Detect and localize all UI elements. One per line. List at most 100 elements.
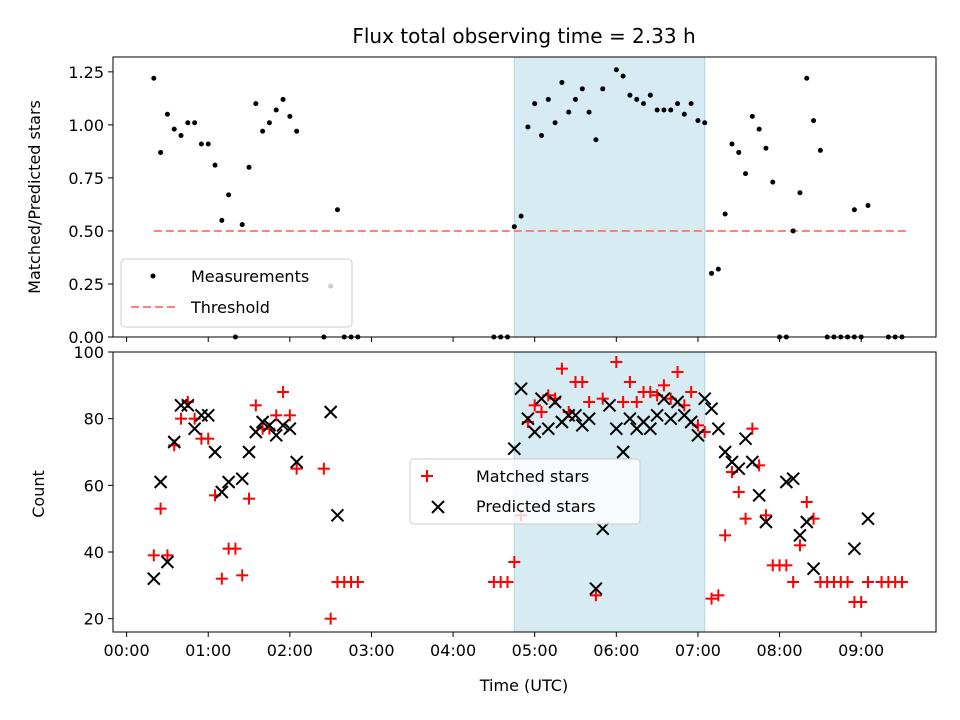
predicted-point: [160, 555, 175, 569]
legend-label-threshold: Threshold: [190, 298, 270, 317]
matched-point: [270, 409, 283, 422]
measurement-point: [702, 120, 708, 126]
legend-marker-predicted: [431, 500, 445, 514]
predicted-point: [255, 415, 270, 429]
top-chart-title: Flux total observing time = 2.33 h: [352, 24, 695, 48]
measurement-point: [334, 207, 340, 213]
predicted-point: [704, 401, 719, 416]
predicted-point: [847, 541, 862, 556]
measurement-point: [817, 147, 823, 153]
measurement-point: [226, 192, 232, 198]
measurement-point: [811, 118, 817, 124]
matched-point: [712, 589, 725, 602]
x-tick-label: 04:00: [430, 641, 476, 660]
predicted-point: [527, 425, 542, 439]
measurement-point: [511, 224, 517, 230]
measurement-point: [253, 101, 259, 107]
predicted-point: [623, 411, 637, 426]
measurement-point: [552, 120, 558, 126]
measurement-point: [722, 211, 728, 217]
predicted-point: [242, 445, 256, 459]
measurement-point: [600, 86, 606, 92]
top-legend: Measurements Threshold: [120, 258, 353, 328]
predicted-point: [521, 411, 535, 426]
matched-point: [759, 509, 772, 522]
measurement-point: [171, 126, 177, 132]
y-tick-label: 0.50: [68, 222, 104, 241]
measurement-point: [743, 171, 749, 177]
measurement-point: [532, 101, 538, 107]
legend-marker-matched: [421, 470, 433, 482]
measurement-point: [647, 92, 653, 98]
matched-point: [610, 356, 623, 368]
top-y-axis-label: Matched/Predicted stars: [25, 100, 44, 294]
measurement-point: [851, 207, 857, 213]
matched-point: [215, 572, 228, 585]
measurement-point: [164, 111, 170, 117]
matched-point: [583, 396, 596, 408]
predicted-point: [861, 511, 875, 526]
legend-label-matched: Matched stars: [476, 467, 589, 486]
matched-point: [671, 366, 684, 378]
measurement-point: [579, 86, 585, 92]
matched-point: [229, 542, 242, 555]
matched-point: [630, 396, 643, 408]
measurement-point: [641, 101, 647, 107]
measurement-point: [205, 141, 211, 147]
measurement-point: [266, 120, 272, 126]
measurement-point: [661, 107, 667, 113]
legend-label-predicted: Predicted stars: [476, 497, 596, 516]
matched-point: [249, 399, 262, 412]
measurement-point: [151, 75, 157, 81]
matched-point: [644, 386, 657, 398]
x-tick-label: 02:00: [267, 641, 313, 660]
matched-point: [732, 486, 745, 498]
predicted-point: [215, 485, 229, 499]
predicted-point: [793, 528, 807, 543]
matched-point: [324, 612, 337, 625]
matched-point: [555, 362, 568, 375]
y-tick-label: 20: [84, 610, 104, 629]
measurement-point: [654, 107, 660, 113]
measurement-point: [573, 96, 579, 102]
measurement-point: [260, 128, 266, 134]
measurement-point: [668, 107, 674, 113]
measurement-point: [158, 149, 164, 155]
predicted-point: [548, 395, 562, 409]
y-tick-label: 0.25: [68, 275, 104, 294]
measurement-point: [790, 228, 796, 234]
predicted-point: [582, 411, 596, 426]
predicted-point: [759, 515, 773, 529]
predicted-point: [276, 418, 290, 433]
predicted-point: [786, 471, 800, 486]
predicted-point: [657, 391, 671, 406]
matched-point: [739, 512, 752, 525]
predicted-point: [507, 441, 522, 456]
measurement-point: [525, 124, 531, 130]
matched-point: [617, 396, 630, 408]
measurement-point: [709, 270, 715, 276]
measurement-point: [613, 67, 619, 73]
matched-point: [589, 589, 602, 602]
measurement-point: [763, 145, 769, 151]
predicted-point: [738, 431, 753, 446]
predicted-point: [201, 408, 215, 423]
predicted-point: [684, 415, 698, 429]
matched-point: [236, 569, 249, 582]
measurement-point: [770, 179, 776, 185]
predicted-point: [330, 508, 345, 523]
measurement-point: [593, 137, 599, 143]
y-tick-label: 1.00: [68, 116, 104, 135]
predicted-point: [609, 421, 624, 436]
measurement-point: [566, 109, 572, 115]
top-x-ticks: [126, 337, 862, 342]
measurement-point: [620, 73, 626, 79]
matched-point: [147, 549, 160, 562]
predicted-point: [541, 421, 556, 436]
predicted-point: [235, 471, 249, 486]
x-tick-label: 05:00: [512, 641, 558, 660]
measurement-point: [545, 96, 551, 102]
predicted-point: [283, 421, 297, 436]
measurement-point: [280, 96, 286, 102]
predicted-point: [732, 461, 746, 476]
